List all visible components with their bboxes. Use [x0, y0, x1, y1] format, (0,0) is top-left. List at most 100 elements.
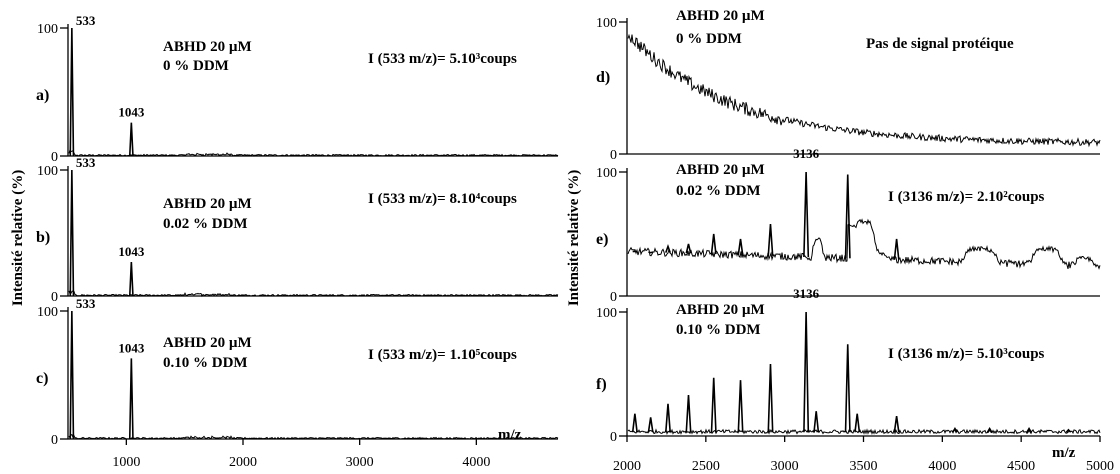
peak [767, 364, 774, 433]
x-tick-label: 2000 [229, 455, 257, 470]
peak [1026, 426, 1032, 433]
x-tick-label: 4000 [462, 455, 490, 470]
peak [737, 380, 744, 433]
peak [69, 169, 75, 297]
x-tick-label: 2500 [692, 459, 720, 474]
y-tick-label: 100 [37, 164, 58, 179]
x-tick-label: 1000 [112, 455, 140, 470]
spectrum-trace [627, 33, 1101, 148]
peak [685, 395, 692, 433]
intensity-label: I (533 m/z)= 5.10³coups [368, 51, 517, 67]
panel-label: a) [36, 87, 49, 104]
y-tick-label: 100 [596, 16, 617, 31]
peak [710, 233, 717, 255]
intensity-label: I (3136 m/z)= 2.10²coups [888, 189, 1045, 205]
x-tick-label: 4500 [1007, 459, 1035, 474]
peak [803, 311, 810, 433]
panel-a: 0 100 a) ABHD 20 µM 0 % DDM I (533 m/z)= 5.10… [36, 13, 559, 165]
sample-line-2: 0 % DDM [676, 31, 742, 47]
peak [685, 243, 692, 254]
x-axis-label-left: m/z [498, 427, 522, 443]
y-tick-label: 0 [610, 148, 617, 163]
intensity-label: I (3136 m/z)= 5.10³coups [888, 346, 1045, 362]
x-tick-label: 3500 [850, 459, 878, 474]
sample-line-1: ABHD 20 µM [676, 302, 765, 318]
sample-line-2: 0.10 % DDM [676, 322, 761, 338]
x-tick-label: 3000 [771, 459, 799, 474]
peak [803, 171, 810, 258]
peak [986, 426, 993, 433]
peak [128, 122, 134, 157]
peak [710, 377, 717, 433]
spectrum-trace [68, 290, 559, 298]
peak [128, 261, 134, 297]
peak-label: 533 [76, 155, 96, 170]
y-tick-label: 100 [596, 166, 617, 181]
panel-d: 0 100 d) ABHD 20 µM 0 % DDM Pas de signal pro… [596, 8, 1101, 163]
sample-line-1: ABHD 20 µM [676, 162, 765, 178]
peak [813, 411, 820, 433]
spectrum-trace [68, 148, 559, 157]
panel-c: 0 100 1000 2000 3000 4000 c) ABHD 20 µM 0.10 % D… [36, 296, 559, 470]
x-axis-label-right: m/z [1052, 445, 1076, 461]
sample-line-2: 0.10 % DDM [163, 355, 248, 371]
peak-label: 3136 [793, 286, 820, 301]
panel-e: 0 100 e) ABHD 20 µM 0.02 % DDM I (3136 m/z)= … [596, 146, 1101, 305]
sample-line-1: ABHD 20 µM [163, 196, 252, 212]
peak-label: 533 [76, 296, 96, 311]
x-tick-label: 2000 [613, 459, 641, 474]
x-tick-label: 5000 [1086, 459, 1114, 474]
y-tick-label: 0 [51, 150, 58, 165]
intensity-label: I (533 m/z)= 1.10⁵coups [368, 347, 517, 363]
x-tick-label: 3000 [346, 455, 374, 470]
peak [737, 238, 744, 256]
y-tick-label: 100 [596, 306, 617, 321]
spectrum-trace [627, 218, 1101, 270]
peak [893, 416, 900, 433]
peak [665, 243, 671, 253]
peak-label: 1043 [118, 340, 145, 355]
y-tick-label: 0 [610, 290, 617, 305]
intensity-label: I (533 m/z)= 8.10⁴coups [368, 191, 517, 207]
peak [844, 344, 851, 433]
panel-label: f) [596, 376, 607, 393]
peak [1065, 428, 1072, 433]
panel-label: c) [36, 370, 48, 387]
peak [631, 413, 638, 433]
peak [664, 403, 671, 433]
peak [128, 358, 134, 440]
sample-line-1: ABHD 20 µM [163, 39, 252, 55]
sample-line-1: ABHD 20 µM [163, 335, 252, 351]
peak [952, 426, 958, 433]
peak [69, 310, 75, 440]
panel-label: e) [596, 231, 608, 248]
peak-label: 1043 [118, 105, 145, 120]
peak [69, 27, 75, 157]
y-axis-label-right: Intensité relative (%) [566, 170, 582, 306]
y-axis-label-left: Intensité relative (%) [10, 170, 26, 306]
y-tick-label: 100 [37, 22, 58, 37]
peak [767, 224, 774, 256]
y-tick-label: 0 [51, 433, 58, 448]
intensity-label: Pas de signal protéique [866, 36, 1014, 52]
panel-b: 0 100 b) ABHD 20 µM 0.02 % DDM I (533 m/z)= 8… [36, 155, 559, 305]
y-tick-label: 0 [610, 430, 617, 445]
panel-label: b) [36, 229, 50, 246]
sample-line-2: 0.02 % DDM [676, 183, 761, 199]
peak [854, 413, 861, 433]
peak [893, 238, 900, 260]
y-tick-label: 100 [37, 305, 58, 320]
x-tick-label: 4000 [928, 459, 956, 474]
y-tick-label: 0 [51, 290, 58, 305]
peak-label: 533 [76, 13, 96, 28]
sample-line-1: ABHD 20 µM [676, 8, 765, 24]
spectrum-trace [68, 434, 559, 440]
peak [844, 174, 851, 259]
peak-label: 1043 [118, 244, 145, 259]
peak [647, 417, 654, 433]
panel-label: d) [596, 69, 610, 86]
spectrum-trace [627, 428, 1101, 436]
